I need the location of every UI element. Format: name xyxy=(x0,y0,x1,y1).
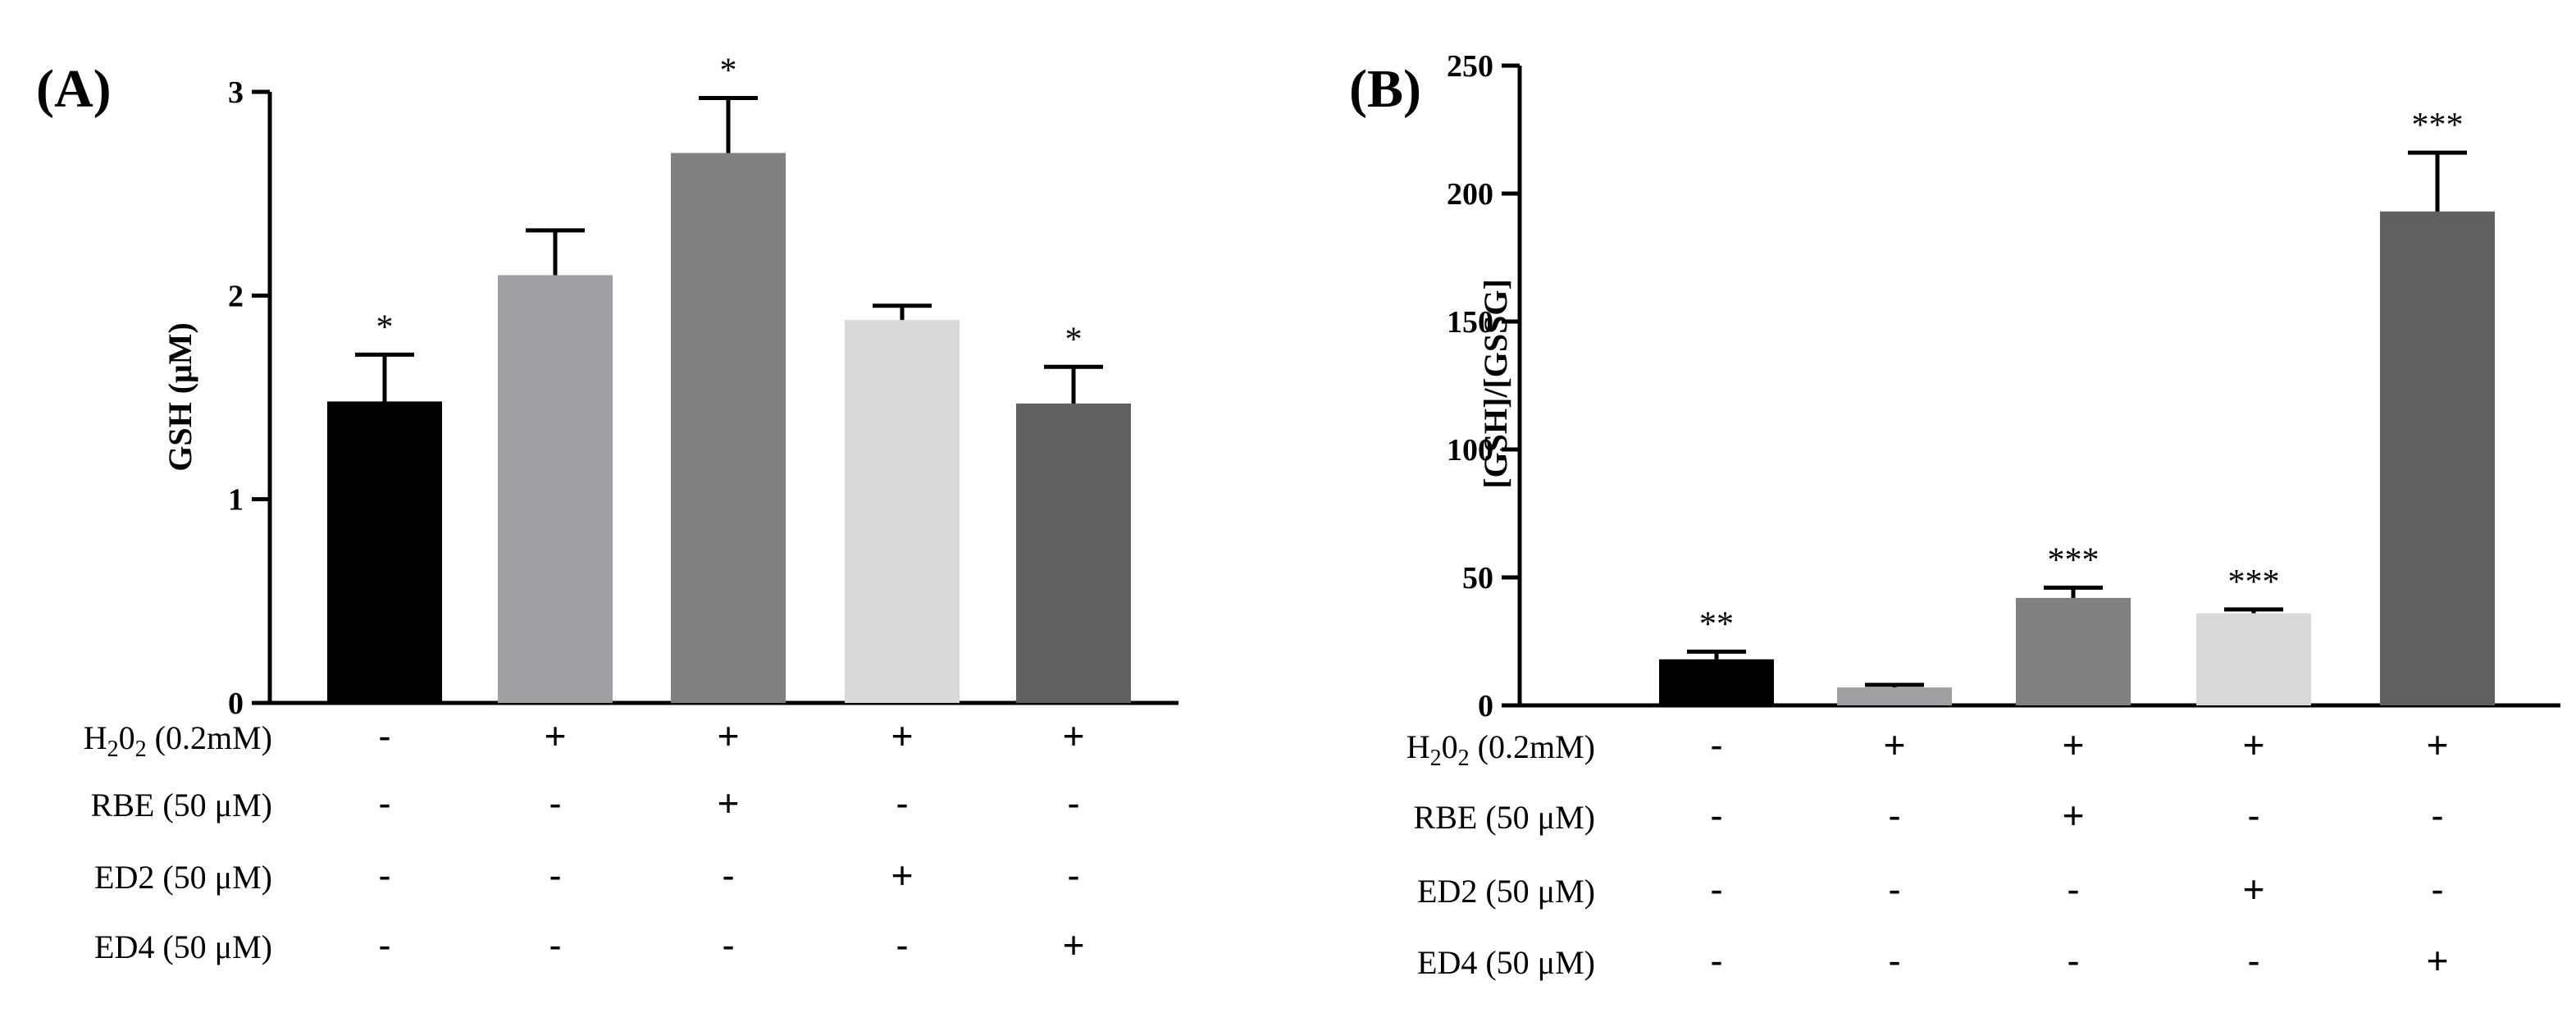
condition-sign: - xyxy=(2067,868,2079,910)
condition-sign: - xyxy=(2067,939,2079,982)
condition-sign: + xyxy=(1063,924,1085,966)
panel-label-open: ( xyxy=(36,59,54,119)
condition-sign: + xyxy=(891,714,914,757)
condition-label-part: 0 xyxy=(1442,728,1458,765)
y-tick-label: 200 xyxy=(1447,177,1493,212)
panel-label-letter: B xyxy=(1367,59,1403,119)
bar xyxy=(2380,211,2495,706)
condition-sign: - xyxy=(722,854,734,896)
condition-sign: - xyxy=(896,924,908,966)
condition-sign: - xyxy=(2431,868,2443,910)
significance-marker: *** xyxy=(2048,541,2100,579)
bar xyxy=(845,320,960,703)
panel-label-letter: A xyxy=(54,59,93,119)
condition-sign: - xyxy=(549,854,561,896)
bar xyxy=(1016,403,1131,703)
condition-sign: - xyxy=(2431,794,2443,837)
significance-marker: * xyxy=(376,308,394,346)
condition-sign: - xyxy=(1710,939,1722,982)
condition-sign: - xyxy=(1888,939,1900,982)
y-tick-label: 0 xyxy=(228,687,244,721)
condition-label-part: H xyxy=(84,719,107,756)
condition-sign: - xyxy=(1710,868,1722,910)
condition-label-part: (0.2mM) xyxy=(147,719,272,756)
bar xyxy=(327,401,442,703)
condition-label-part: H xyxy=(1407,728,1430,765)
condition-label: H202 (0.2mM) xyxy=(84,719,272,762)
significance-marker: * xyxy=(1065,321,1083,358)
condition-label-subscript: 2 xyxy=(1458,746,1470,771)
condition-sign: - xyxy=(1888,794,1900,837)
condition-label-subscript: 2 xyxy=(107,737,119,762)
condition-label-part: 0 xyxy=(119,719,135,756)
y-axis-label: [GSH]/[GSSG] xyxy=(1477,279,1514,489)
condition-sign: - xyxy=(722,924,734,966)
condition-sign: + xyxy=(2427,723,2449,766)
condition-sign: + xyxy=(891,854,914,896)
condition-sign: + xyxy=(1063,714,1085,757)
bar xyxy=(671,153,786,703)
condition-sign: + xyxy=(2063,723,2085,766)
condition-sign: + xyxy=(718,782,740,824)
condition-sign: + xyxy=(2427,939,2449,982)
condition-sign: - xyxy=(1067,854,1079,896)
y-axis-label: GSH (μM) xyxy=(162,322,198,472)
y-tick-label: 2 xyxy=(228,279,244,313)
bar xyxy=(2016,597,2131,705)
condition-sign: - xyxy=(896,782,908,824)
condition-sign: + xyxy=(2063,794,2085,837)
condition-sign: - xyxy=(378,924,390,966)
y-tick-label: 3 xyxy=(228,75,244,110)
condition-label-subscript: 2 xyxy=(1430,746,1442,771)
condition-label: ED2 (50 μM) xyxy=(94,859,272,896)
y-tick-label: 100 xyxy=(1447,433,1493,468)
condition-sign: - xyxy=(378,854,390,896)
condition-sign: - xyxy=(549,924,561,966)
condition-sign: + xyxy=(545,714,567,757)
y-tick-label: 150 xyxy=(1447,305,1493,340)
significance-marker: * xyxy=(720,52,737,89)
condition-sign: - xyxy=(1067,782,1079,824)
significance-marker: *** xyxy=(2412,107,2464,144)
condition-sign: + xyxy=(718,714,740,757)
condition-label: ED4 (50 μM) xyxy=(1417,944,1595,981)
condition-label-part: (0.2mM) xyxy=(1470,728,1595,765)
panel-label: (B) xyxy=(1349,59,1421,119)
condition-sign: - xyxy=(1710,723,1722,766)
panel-label-close: ) xyxy=(1403,59,1421,119)
condition-label: RBE (50 μM) xyxy=(1414,799,1595,836)
condition-label-subscript: 2 xyxy=(135,737,147,762)
y-tick-label: 0 xyxy=(1478,689,1493,723)
condition-sign: - xyxy=(549,782,561,824)
panel-b-chart: (B)050100150200250[GSH]/[GSSG]**********… xyxy=(1349,49,2560,982)
condition-sign: + xyxy=(2243,723,2265,766)
significance-marker: ** xyxy=(1699,605,1734,643)
bar xyxy=(498,275,613,703)
y-tick-label: 250 xyxy=(1447,49,1493,84)
condition-sign: + xyxy=(2243,868,2265,910)
condition-sign: - xyxy=(1710,794,1722,837)
bar xyxy=(1837,687,1952,705)
significance-marker: *** xyxy=(2228,563,2280,601)
condition-label: ED2 (50 μM) xyxy=(1417,873,1595,910)
condition-label: RBE (50 μM) xyxy=(91,787,272,823)
condition-sign: - xyxy=(378,714,390,757)
panel-label-open: ( xyxy=(1349,59,1367,119)
condition-label: H202 (0.2mM) xyxy=(1407,728,1595,771)
condition-sign: + xyxy=(1884,723,1906,766)
y-tick-label: 50 xyxy=(1462,561,1493,595)
condition-sign: - xyxy=(2247,794,2259,837)
condition-sign: - xyxy=(378,782,390,824)
panel-label: (A) xyxy=(36,59,112,119)
bar xyxy=(1659,659,1774,705)
condition-sign: - xyxy=(2247,939,2259,982)
panel-label-close: ) xyxy=(93,59,112,119)
bar xyxy=(2196,613,2311,705)
y-tick-label: 1 xyxy=(228,483,244,518)
condition-label: ED4 (50 μM) xyxy=(94,928,272,965)
condition-sign: - xyxy=(1888,868,1900,910)
